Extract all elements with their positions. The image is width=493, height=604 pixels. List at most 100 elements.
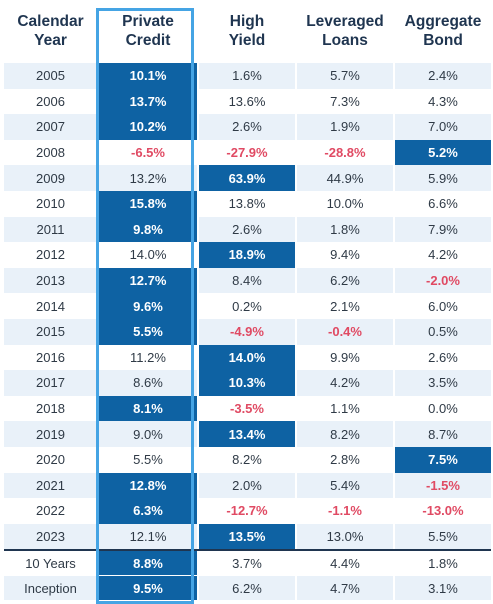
table-row: 2010 15.8% 13.8% 10.0% 6.6% [4,191,491,217]
table-row: 2022 6.3% -12.7% -1.1% -13.0% [4,498,491,524]
leveraged-loans-cell: 13.0% [297,523,393,550]
private-credit-cell: 10.1% [99,63,197,89]
row-label: 2018 [36,401,65,417]
leveraged-loans-cell: 4.4% [330,555,360,571]
leveraged-loans-cell: 4.7% [297,576,393,600]
row-label: 2015 [4,319,97,345]
aggregate-bond-cell: 1.8% [428,555,458,571]
aggregate-bond-cell: -2.0% [395,267,491,294]
leveraged-loans-cell: 1.9% [297,114,393,140]
high-yield-cell: 14.0% [199,344,295,371]
private-credit-cell: 9.8% [99,216,197,243]
aggregate-bond-cell: 7.0% [395,114,491,140]
private-credit-cell: 9.0% [99,421,197,447]
leveraged-loans-cell: 8.2% [297,421,393,447]
table-row: 2007 10.2% 2.6% 1.9% 7.0% [4,114,491,140]
row-label: 2007 [4,114,97,140]
table-row: 10 Years 8.8% 3.7% 4.4% 1.8% [4,551,491,575]
private-credit-cell: 8.6% [99,370,197,396]
private-credit-cell: 15.8% [99,191,197,217]
aggregate-bond-cell: 2.4% [395,63,491,89]
leveraged-loans-cell: 10.0% [326,196,364,212]
private-credit-cell: 13.7% [99,88,197,115]
row-label: 2016 [36,349,65,365]
table-row: 2015 5.5% -4.9% -0.4% 0.5% [4,319,491,345]
aggregate-bond-cell: -1.5% [395,472,491,499]
high-yield-cell: 1.6% [199,63,295,89]
aggregate-bond-cell: 2.6% [428,349,458,365]
private-credit-cell: 12.1% [99,523,197,550]
header-aggregate-bond: Aggregate Bond [395,0,491,62]
leveraged-loans-cell: 6.2% [297,267,393,294]
table-row: 2011 9.8% 2.6% 1.8% 7.9% [4,216,491,243]
table-row: 2016 11.2% 14.0% 9.9% 2.6% [4,344,491,371]
table-row: 2017 8.6% 10.3% 4.2% 3.5% [4,370,491,396]
row-label: 2022 [36,503,65,519]
aggregate-bond-cell: 8.7% [395,421,491,447]
leveraged-loans-cell: 5.7% [297,63,393,89]
leveraged-loans-cell: 1.1% [330,401,360,417]
table-row: 2005 10.1% 1.6% 5.7% 2.4% [4,63,491,89]
leveraged-loans-cell: 1.8% [297,216,393,243]
row-label: 2012 [36,247,65,263]
table-row: 2019 9.0% 13.4% 8.2% 8.7% [4,421,491,447]
high-yield-cell: 63.9% [199,165,295,191]
row-label: 2006 [36,93,65,109]
private-credit-cell: 5.5% [99,319,197,345]
leveraged-loans-cell: -1.1% [328,503,362,519]
leveraged-loans-cell: -0.4% [297,319,393,345]
aggregate-bond-cell: 0.5% [395,319,491,345]
row-label: 2020 [36,452,65,468]
private-credit-cell: 9.6% [99,293,197,319]
row-label: 2008 [36,145,65,161]
header-leveraged-loans-line1: Leveraged [306,13,384,30]
aggregate-bond-cell: 0.0% [428,401,458,417]
row-label: 2019 [4,421,97,447]
row-label: 2023 [4,523,97,550]
table-row: 2012 14.0% 18.9% 9.4% 4.2% [4,242,491,268]
leveraged-loans-cell: 4.2% [297,370,393,396]
aggregate-bond-cell: 5.5% [395,523,491,550]
table-row: 2008 -6.5% -27.9% -28.8% 5.2% [4,139,491,166]
private-credit-cell: 8.8% [99,551,197,575]
aggregate-bond-cell: 3.5% [395,370,491,396]
leveraged-loans-cell: -28.8% [324,145,366,161]
high-yield-cell: -3.5% [230,401,264,417]
table-row: Inception 9.5% 6.2% 4.7% 3.1% [4,576,491,600]
aggregate-bond-cell: -13.0% [422,503,464,519]
aggregate-bond-cell: 6.6% [428,196,458,212]
aggregate-bond-cell: 5.2% [395,139,491,166]
high-yield-cell: -4.9% [199,319,295,345]
private-credit-cell: 8.1% [99,395,197,422]
leveraged-loans-cell: 44.9% [297,165,393,191]
private-credit-cell: 12.8% [99,472,197,499]
high-yield-cell: 2.0% [199,472,295,499]
row-label: 2021 [4,472,97,499]
table-row: 2018 8.1% -3.5% 1.1% 0.0% [4,395,491,422]
table-row: 2021 12.8% 2.0% 5.4% -1.5% [4,472,491,499]
high-yield-cell: -12.7% [226,503,268,519]
aggregate-bond-cell: 7.9% [395,216,491,243]
aggregate-bond-cell: 7.5% [395,447,491,473]
aggregate-bond-cell: 5.9% [395,165,491,191]
row-label: 2017 [4,370,97,396]
high-yield-cell: 13.4% [199,421,295,447]
private-credit-cell: 10.2% [99,114,197,140]
row-label: 2013 [4,267,97,294]
high-yield-cell: 2.6% [199,216,295,243]
aggregate-bond-cell: 3.1% [395,576,491,600]
row-label: 2005 [4,63,97,89]
table-row: 2023 12.1% 13.5% 13.0% 5.5% [4,523,491,550]
header-aggregate-bond-line2: Bond [423,32,463,49]
leveraged-loans-cell: 9.9% [330,349,360,365]
high-yield-cell: 6.2% [199,576,295,600]
high-yield-cell: 8.4% [199,267,295,294]
private-credit-cell: 13.2% [99,165,197,191]
row-label: 2011 [4,216,97,243]
header-private-credit-line2: Credit [125,32,171,49]
row-label: 2009 [4,165,97,191]
table-row: 2020 5.5% 8.2% 2.8% 7.5% [4,447,491,473]
table-row: 2014 9.6% 0.2% 2.1% 6.0% [4,293,491,319]
aggregate-bond-cell: 4.3% [428,93,458,109]
header-calendar-year-line2: Year [34,32,67,49]
